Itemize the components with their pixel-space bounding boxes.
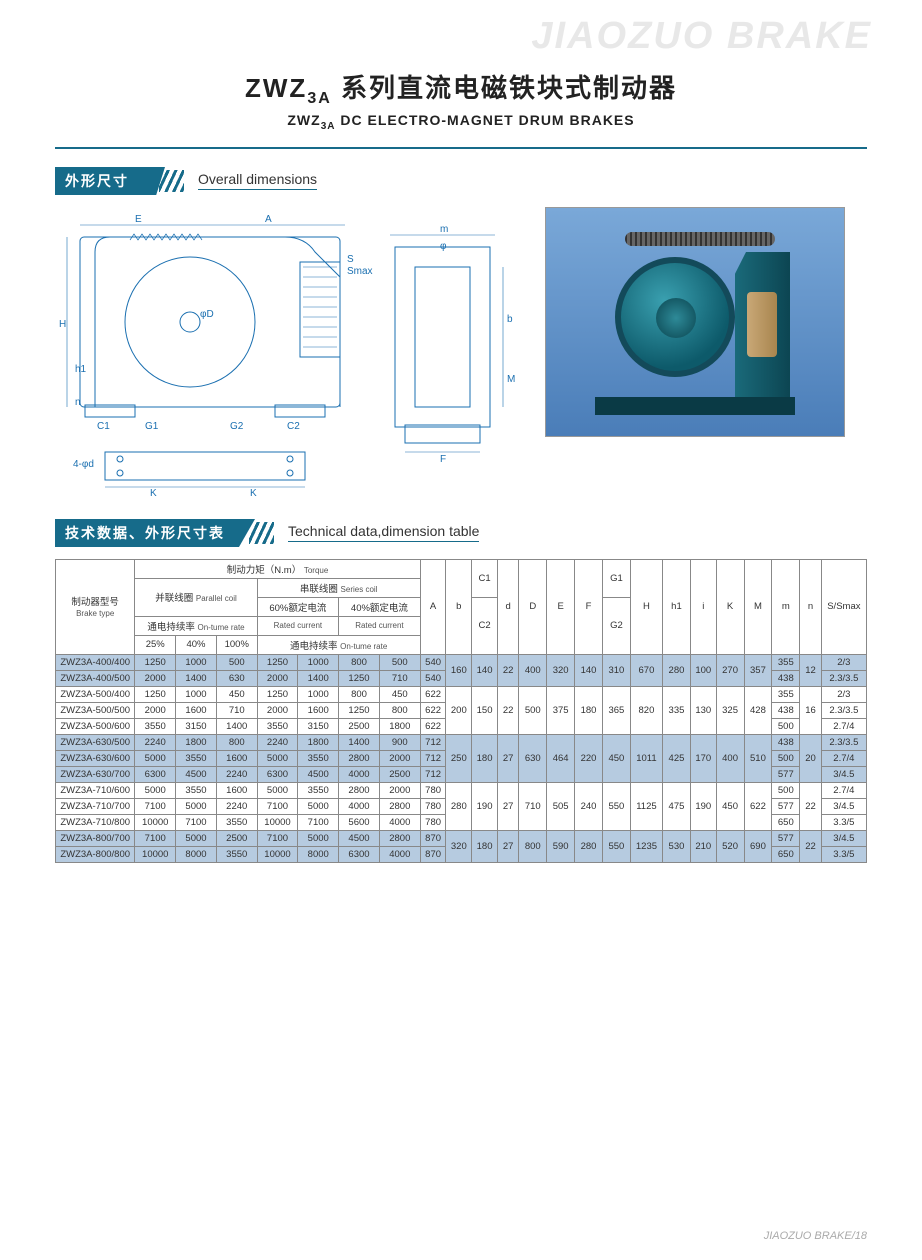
h-pct2: 100% bbox=[216, 635, 257, 654]
h-H: H bbox=[630, 559, 662, 654]
h-rated1: Rated current bbox=[274, 621, 322, 630]
h-G1: G1 bbox=[602, 559, 630, 597]
h-E: E bbox=[547, 559, 575, 654]
h-n: n bbox=[800, 559, 821, 654]
page-footer: JIAOZUO BRAKE/18 bbox=[764, 1230, 867, 1242]
h-rated2: Rated current bbox=[355, 621, 403, 630]
h-on2-en: On-tume rate bbox=[340, 642, 387, 651]
dim-C1: C1 bbox=[97, 421, 110, 432]
h-b: b bbox=[446, 559, 472, 654]
h-parallel-cn: 并联线圈 bbox=[155, 593, 193, 604]
dim-h1: h1 bbox=[75, 364, 87, 375]
dim-b: b bbox=[507, 314, 513, 325]
dim-C2: C2 bbox=[287, 421, 300, 432]
title-en-prefix: ZWZ bbox=[287, 112, 320, 128]
h-D: D bbox=[519, 559, 547, 654]
table-row: ZWZ3A-800/700710050002500710050004500280… bbox=[56, 830, 867, 846]
title-cn-suffix: 系列直流电磁铁块式制动器 bbox=[332, 73, 677, 103]
title-en-suffix: DC ELECTRO-MAGNET DRUM BRAKES bbox=[336, 112, 635, 128]
h-pct0: 25% bbox=[135, 635, 176, 654]
dim-F: F bbox=[440, 454, 446, 465]
title-en-sub: 3A bbox=[321, 121, 336, 132]
dim-n: n bbox=[75, 397, 81, 408]
dim-A: A bbox=[265, 214, 272, 225]
title-cn-sub: 3A bbox=[307, 90, 331, 107]
brake-illustration bbox=[595, 237, 795, 407]
h-pct1: 40% bbox=[176, 635, 217, 654]
brake-pad bbox=[747, 292, 777, 357]
brand-watermark: JIAOZUO BRAKE bbox=[531, 15, 872, 58]
brake-spring bbox=[625, 232, 775, 246]
dim-M: M bbox=[507, 374, 515, 385]
table-row: ZWZ3A-400/400125010005001250100080050054… bbox=[56, 654, 867, 670]
h-on2-cn: 通电持续率 bbox=[290, 641, 338, 652]
spec-table: 制动器型号Brake type 制动力矩（N.m） Torque A b C1 … bbox=[55, 559, 867, 863]
dim-H: H bbox=[59, 319, 66, 330]
h-m: m bbox=[772, 559, 800, 654]
dimensions-row: E A H h1 n C1 G1 G2 C2 φD S Smax 4-φd K … bbox=[55, 207, 867, 497]
dim-phi: φ bbox=[440, 241, 447, 252]
h-ss: S/Smax bbox=[821, 559, 866, 654]
h-A: A bbox=[420, 559, 446, 654]
section1-tag: 外形尺寸 bbox=[55, 167, 165, 195]
brake-base bbox=[595, 397, 795, 415]
h-C2: C2 bbox=[472, 597, 498, 654]
dim-4phid: 4-φd bbox=[73, 459, 94, 470]
h-F: F bbox=[575, 559, 603, 654]
h-braketype-cn: 制动器型号 bbox=[71, 597, 119, 608]
h-60pct: 60%额定电流 bbox=[269, 603, 326, 614]
table-head: 制动器型号Brake type 制动力矩（N.m） Torque A b C1 … bbox=[56, 559, 867, 654]
product-photo bbox=[545, 207, 845, 437]
h-40pct: 40%额定电流 bbox=[351, 603, 408, 614]
h-on1-cn: 通电持续率 bbox=[147, 622, 195, 633]
h-G2: G2 bbox=[602, 597, 630, 654]
section1-en: Overall dimensions bbox=[198, 171, 317, 190]
dim-E: E bbox=[135, 214, 142, 225]
h-torque-en: Torque bbox=[304, 566, 328, 575]
brake-drum bbox=[615, 257, 735, 377]
section-dimensions-header: 外形尺寸 Overall dimensions bbox=[55, 167, 867, 195]
title-cn-prefix: ZWZ bbox=[245, 73, 307, 103]
h-torque-cn: 制动力矩（N.m） bbox=[227, 565, 301, 576]
h-series-en: Series coil bbox=[341, 585, 378, 594]
table-body: ZWZ3A-400/400125010005001250100080050054… bbox=[56, 654, 867, 862]
dim-m: m bbox=[440, 224, 448, 235]
dim-S: S bbox=[347, 254, 354, 265]
h-parallel-en: Parallel coil bbox=[196, 594, 237, 603]
section2-tag: 技术数据、外形尺寸表 bbox=[55, 519, 255, 547]
dim-K2: K bbox=[250, 488, 257, 497]
table-row: ZWZ3A-630/500224018008002240180014009007… bbox=[56, 734, 867, 750]
section2-en: Technical data,dimension table bbox=[288, 523, 479, 542]
title-cn: ZWZ3A 系列直流电磁铁块式制动器 bbox=[55, 68, 867, 108]
h-series-cn: 串联线圈 bbox=[300, 584, 338, 595]
dim-G2: G2 bbox=[230, 421, 244, 432]
h-K: K bbox=[716, 559, 744, 654]
h-on1-en: On-tume rate bbox=[198, 623, 245, 632]
h-i: i bbox=[690, 559, 716, 654]
title-rule bbox=[55, 147, 867, 149]
title-en: ZWZ3A DC ELECTRO-MAGNET DRUM BRAKES bbox=[55, 112, 867, 132]
h-h1: h1 bbox=[663, 559, 691, 654]
dim-phiD: φD bbox=[200, 309, 214, 320]
dim-G1: G1 bbox=[145, 421, 159, 432]
title-block: ZWZ3A 系列直流电磁铁块式制动器 ZWZ3A DC ELECTRO-MAGN… bbox=[55, 68, 867, 132]
dim-K1: K bbox=[150, 488, 157, 497]
h-braketype-en: Brake type bbox=[76, 609, 114, 618]
section-table-header: 技术数据、外形尺寸表 Technical data,dimension tabl… bbox=[55, 519, 867, 547]
table-row: ZWZ3A-500/400125010004501250100080045062… bbox=[56, 686, 867, 702]
h-C1: C1 bbox=[472, 559, 498, 597]
h-M: M bbox=[744, 559, 772, 654]
technical-drawing: E A H h1 n C1 G1 G2 C2 φD S Smax 4-φd K … bbox=[55, 207, 525, 497]
stripes-icon bbox=[249, 522, 274, 544]
table-row: ZWZ3A-710/600500035501600500035502800200… bbox=[56, 782, 867, 798]
dim-Smax: Smax bbox=[347, 266, 373, 277]
h-d: d bbox=[497, 559, 518, 654]
